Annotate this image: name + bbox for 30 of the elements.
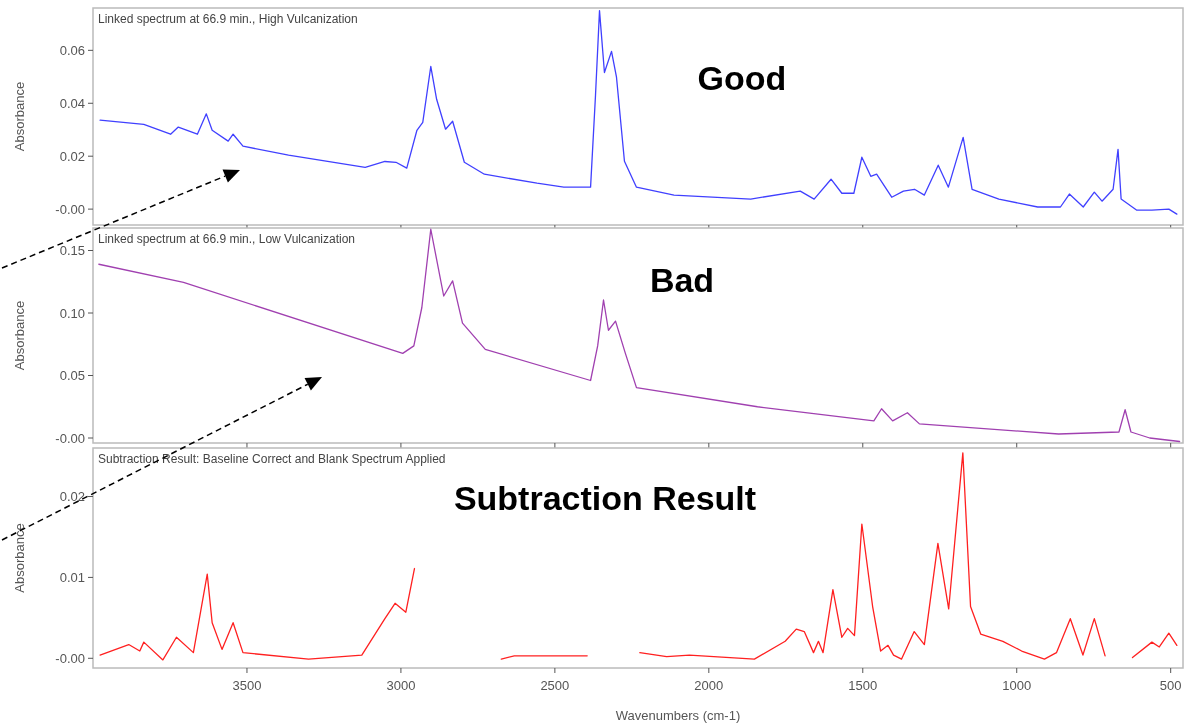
annotation: Bad [649, 261, 715, 299]
y-tick-label: 0.01 [59, 569, 85, 585]
x-tick-label: 3000 [386, 678, 416, 693]
y-tick-label: 0.06 [59, 42, 85, 58]
y-tick-label: 0.15 [59, 243, 85, 259]
annotation: Good [697, 59, 787, 97]
x-axis-title: Wavenumbers (cm-1) [615, 708, 741, 723]
y-tick-label: -0.00 [55, 650, 85, 666]
x-tick-label: 1000 [1002, 678, 1032, 693]
y-axis-title: Absorbance [12, 81, 27, 152]
x-tick-label: 3500 [232, 678, 262, 693]
y-tick-label: 0.10 [59, 305, 85, 321]
annotation: Subtraction Result [453, 479, 757, 517]
y-tick-label: 0.05 [59, 368, 85, 384]
chart-title: Linked spectrum at 66.9 min., Low Vulcanization [98, 232, 356, 246]
y-axis-title: Absorbance [12, 300, 27, 371]
y-tick-label: -0.00 [55, 201, 85, 217]
y-tick-label: 0.04 [59, 95, 85, 111]
line-series [98, 228, 1181, 443]
x-tick-label: 1500 [848, 678, 878, 693]
x-tick-label: 500 [1159, 678, 1182, 693]
x-tick-label: 2000 [694, 678, 724, 693]
y-axis-title: Absorbance [12, 523, 27, 593]
y-tick-label: 0.02 [59, 489, 85, 505]
y-tick-label: -0.00 [55, 430, 85, 446]
chart-title: Linked spectrum at 66.9 min., High Vulcanization [98, 12, 358, 26]
chart-title: Subtraction Result: Baseline Correct and Blank Spectrum Applied [98, 452, 446, 466]
x-tick-label: 2500 [540, 678, 570, 693]
y-tick-label: 0.02 [59, 148, 85, 164]
line-series [99, 10, 1178, 215]
